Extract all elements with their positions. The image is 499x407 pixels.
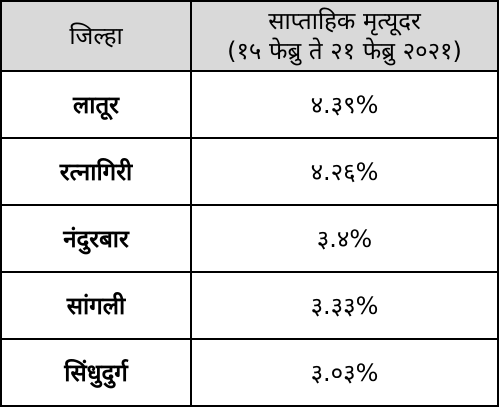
rate-cell: ३.३३% bbox=[190, 271, 499, 340]
header-cell: साप्ताहिक मृत्यूदर (१५ फेब्रु ते २१ फेब्… bbox=[190, 0, 499, 72]
header-title: साप्ताहिक मृत्यूदर bbox=[268, 7, 421, 35]
district-cell: नंदुरबार bbox=[0, 204, 192, 273]
rate-cell: ३.४% bbox=[190, 204, 499, 273]
district-cell: रत्नागिरी bbox=[0, 137, 192, 206]
table-row: लातूर ४.३९% bbox=[0, 70, 499, 139]
header-period: (१५ फेब्रु ते २१ फेब्रु २०२१) bbox=[227, 37, 462, 65]
table-body: लातूर ४.३९% रत्नागिरी ४.२६% नंदुरबार ३.४% सांग… bbox=[0, 70, 499, 407]
header-cell: जिल्हा bbox=[0, 0, 192, 72]
table-row: सिंधुदुर्ग ३.०३% bbox=[0, 338, 499, 407]
table-row: सांगली ३.३३% bbox=[0, 271, 499, 340]
table-row: नंदुरबार ३.४% bbox=[0, 204, 499, 273]
rate-cell: ३.०३% bbox=[190, 338, 499, 407]
header-row: जिल्हा साप्ताहिक मृत्यूदर (१५ फेब्रु ते … bbox=[0, 0, 499, 72]
rate-cell: ४.२६% bbox=[190, 137, 499, 206]
district-cell: सांगली bbox=[0, 271, 192, 340]
district-cell: सिंधुदुर्ग bbox=[0, 338, 192, 407]
table-row: रत्नागिरी ४.२६% bbox=[0, 137, 499, 206]
district-cell: लातूर bbox=[0, 70, 192, 139]
rate-cell: ४.३९% bbox=[190, 70, 499, 139]
